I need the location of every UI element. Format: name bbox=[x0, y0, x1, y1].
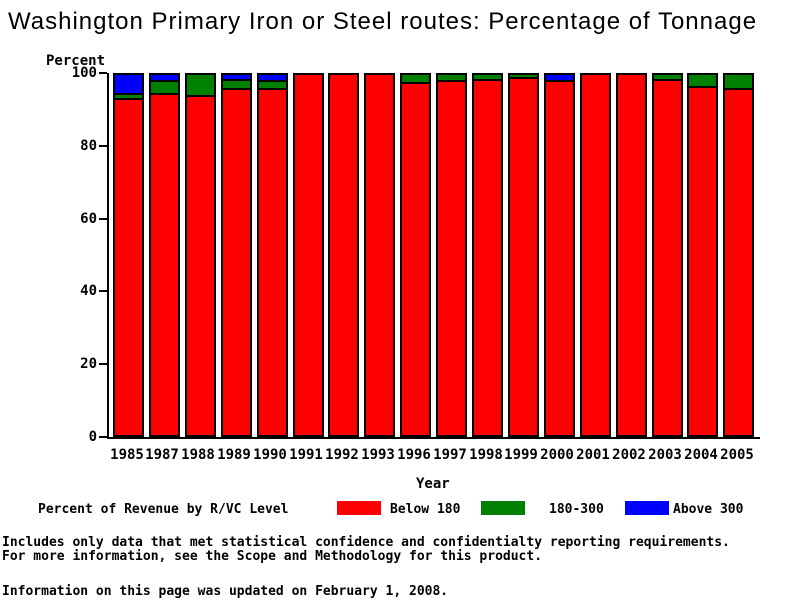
legend-swatch-180-300 bbox=[481, 501, 525, 515]
x-tick-label-1993: 1993 bbox=[361, 447, 395, 463]
segment-1993-below-180 bbox=[366, 75, 393, 435]
x-tick-label-2004: 2004 bbox=[684, 447, 718, 463]
bar-2003 bbox=[652, 73, 683, 437]
x-tick-label-1997: 1997 bbox=[433, 447, 467, 463]
bar-1996 bbox=[400, 73, 431, 437]
segment-1996-below-180 bbox=[402, 82, 429, 435]
y-tick-label-60: 60 bbox=[80, 211, 97, 227]
segment-1999-180-300 bbox=[510, 75, 537, 77]
x-tick-label-1989: 1989 bbox=[217, 447, 251, 463]
bar-2005 bbox=[723, 73, 754, 437]
y-tick-mark-80 bbox=[99, 145, 107, 147]
y-tick-label-20: 20 bbox=[80, 356, 97, 372]
segment-1988-180-300 bbox=[187, 75, 214, 95]
bar-1998 bbox=[472, 73, 503, 437]
segment-2005-180-300 bbox=[725, 75, 752, 88]
y-axis-title: Percent bbox=[46, 53, 106, 69]
legend-label-below-180: Below 180 bbox=[390, 502, 461, 517]
bar-1989 bbox=[221, 73, 252, 437]
plot-area bbox=[107, 73, 760, 439]
x-tick-label-1998: 1998 bbox=[469, 447, 503, 463]
segment-2001-below-180 bbox=[582, 75, 609, 435]
bar-1990 bbox=[257, 73, 288, 437]
segment-1987-above-300 bbox=[151, 75, 178, 81]
segment-2003-180-300 bbox=[654, 75, 681, 79]
bar-2004 bbox=[687, 73, 718, 437]
segment-1989-180-300 bbox=[223, 78, 250, 88]
legend-title: Percent of Revenue by R/VC Level bbox=[38, 502, 289, 517]
segment-1996-180-300 bbox=[402, 75, 429, 83]
segment-2003-below-180 bbox=[654, 78, 681, 435]
y-tick-label-80: 80 bbox=[80, 138, 97, 154]
segment-2004-below-180 bbox=[689, 85, 716, 435]
legend-swatch-above-300 bbox=[625, 501, 669, 515]
segment-1985-above-300 bbox=[115, 75, 142, 93]
y-tick-mark-20 bbox=[99, 363, 107, 365]
bar-1992 bbox=[328, 73, 359, 437]
x-tick-label-2005: 2005 bbox=[720, 447, 754, 463]
bar-1993 bbox=[364, 73, 395, 437]
legend-swatch-below-180 bbox=[337, 501, 381, 515]
segment-1985-180-300 bbox=[115, 93, 142, 99]
x-tick-label-1988: 1988 bbox=[181, 447, 215, 463]
segment-1998-180-300 bbox=[474, 75, 501, 79]
bar-1987 bbox=[149, 73, 180, 437]
y-tick-label-40: 40 bbox=[80, 283, 97, 299]
x-tick-label-1999: 1999 bbox=[504, 447, 538, 463]
y-tick-mark-0 bbox=[99, 436, 107, 438]
legend-label-above-300: Above 300 bbox=[673, 502, 744, 517]
segment-1989-above-300 bbox=[223, 75, 250, 79]
x-tick-label-2000: 2000 bbox=[540, 447, 574, 463]
bar-1985 bbox=[113, 73, 144, 437]
chart-title: Washington Primary Iron or Steel routes:… bbox=[8, 8, 758, 35]
segment-1990-180-300 bbox=[259, 80, 286, 88]
y-tick-label-100: 100 bbox=[71, 65, 97, 81]
footnote-line-2: For more information, see the Scope and … bbox=[2, 549, 543, 564]
x-tick-label-1992: 1992 bbox=[325, 447, 359, 463]
segment-1985-below-180 bbox=[115, 98, 142, 435]
x-tick-label-2001: 2001 bbox=[576, 447, 610, 463]
segment-1997-180-300 bbox=[438, 75, 465, 81]
segment-2000-above-300 bbox=[546, 75, 573, 81]
bar-1997 bbox=[436, 73, 467, 437]
x-tick-label-1996: 1996 bbox=[397, 447, 431, 463]
segment-1988-below-180 bbox=[187, 94, 214, 435]
x-axis-title: Year bbox=[416, 476, 450, 492]
update-notice: Information on this page was updated on … bbox=[2, 584, 449, 599]
segment-2005-below-180 bbox=[725, 87, 752, 435]
segment-1991-below-180 bbox=[295, 75, 322, 435]
segment-1990-above-300 bbox=[259, 75, 286, 81]
bar-1988 bbox=[185, 73, 216, 437]
bar-2002 bbox=[616, 73, 647, 437]
segment-1990-below-180 bbox=[259, 87, 286, 435]
x-tick-label-2002: 2002 bbox=[612, 447, 646, 463]
y-tick-mark-40 bbox=[99, 290, 107, 292]
y-tick-mark-60 bbox=[99, 218, 107, 220]
y-tick-label-0: 0 bbox=[88, 429, 97, 445]
x-tick-label-1990: 1990 bbox=[253, 447, 287, 463]
segment-2004-180-300 bbox=[689, 75, 716, 86]
bar-1999 bbox=[508, 73, 539, 437]
segment-1992-below-180 bbox=[330, 75, 357, 435]
x-tick-label-1991: 1991 bbox=[289, 447, 323, 463]
legend-label-180-300: 180-300 bbox=[549, 502, 604, 517]
bar-2001 bbox=[580, 73, 611, 437]
segment-2000-below-180 bbox=[546, 80, 573, 435]
x-tick-label-2003: 2003 bbox=[648, 447, 682, 463]
x-tick-label-1987: 1987 bbox=[145, 447, 179, 463]
x-tick-label-1985: 1985 bbox=[110, 447, 144, 463]
bar-2000 bbox=[544, 73, 575, 437]
y-tick-mark-100 bbox=[99, 72, 107, 74]
segment-1989-below-180 bbox=[223, 87, 250, 435]
segment-1997-below-180 bbox=[438, 80, 465, 435]
bar-1991 bbox=[293, 73, 324, 437]
segment-2002-below-180 bbox=[618, 75, 645, 435]
footnote-line-1: Includes only data that met statistical … bbox=[2, 535, 730, 550]
segment-1999-below-180 bbox=[510, 76, 537, 435]
segment-1998-below-180 bbox=[474, 78, 501, 435]
segment-1987-below-180 bbox=[151, 92, 178, 435]
segment-1987-180-300 bbox=[151, 80, 178, 93]
